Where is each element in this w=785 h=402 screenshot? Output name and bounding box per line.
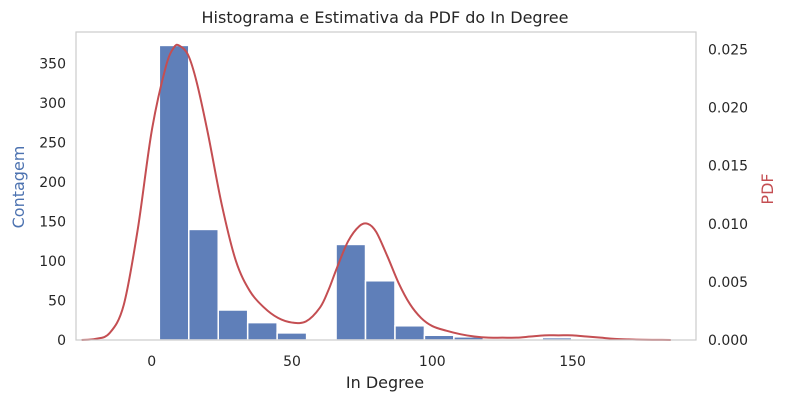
left-y-tick-label: 150 <box>39 215 66 231</box>
right-y-tick-label: 0.000 <box>708 333 748 349</box>
histogram-bar <box>217 309 249 341</box>
histogram-bars <box>158 44 573 341</box>
left-y-tick-label: 200 <box>39 175 66 191</box>
x-axis-label: In Degree <box>346 373 424 392</box>
histogram-bar <box>364 280 396 341</box>
right-y-tick-label: 0.020 <box>708 101 748 117</box>
x-tick-label: 100 <box>419 354 446 370</box>
right-y-axis-ticks: 0.000 0.005 0.010 0.015 0.020 0.025 <box>708 42 748 349</box>
left-y-tick-label: 100 <box>39 254 66 270</box>
left-y-tick-label: 0 <box>57 333 66 349</box>
left-y-tick-label: 300 <box>39 96 66 112</box>
right-y-tick-label: 0.025 <box>708 42 748 58</box>
x-axis-ticks: 0 50 100 150 <box>147 354 586 370</box>
right-y-tick-label: 0.015 <box>708 159 748 175</box>
x-tick-label: 150 <box>559 354 586 370</box>
x-tick-label: 50 <box>283 354 301 370</box>
histogram-bar <box>158 44 190 341</box>
left-y-axis-label: Contagem <box>9 146 28 229</box>
histogram-bar <box>335 243 367 341</box>
histogram-bar <box>394 325 426 341</box>
x-tick-label: 0 <box>147 354 156 370</box>
histogram-bar <box>276 332 308 341</box>
histogram-bar <box>423 334 455 341</box>
chart-title: Histograma e Estimativa da PDF do In Deg… <box>202 8 569 27</box>
right-y-axis-label: PDF <box>758 173 777 204</box>
histogram-bar <box>188 228 219 341</box>
pdf-curve <box>81 43 671 341</box>
left-y-tick-label: 250 <box>39 136 66 152</box>
plot-frame <box>75 31 697 341</box>
right-y-tick-label: 0.005 <box>708 275 748 291</box>
left-y-tick-label: 350 <box>39 57 66 73</box>
right-y-tick-label: 0.010 <box>708 217 748 233</box>
histogram-bar <box>246 321 278 341</box>
left-y-axis-ticks: 0 50 100 150 200 250 300 350 <box>39 57 66 349</box>
left-y-tick-label: 50 <box>48 294 66 310</box>
